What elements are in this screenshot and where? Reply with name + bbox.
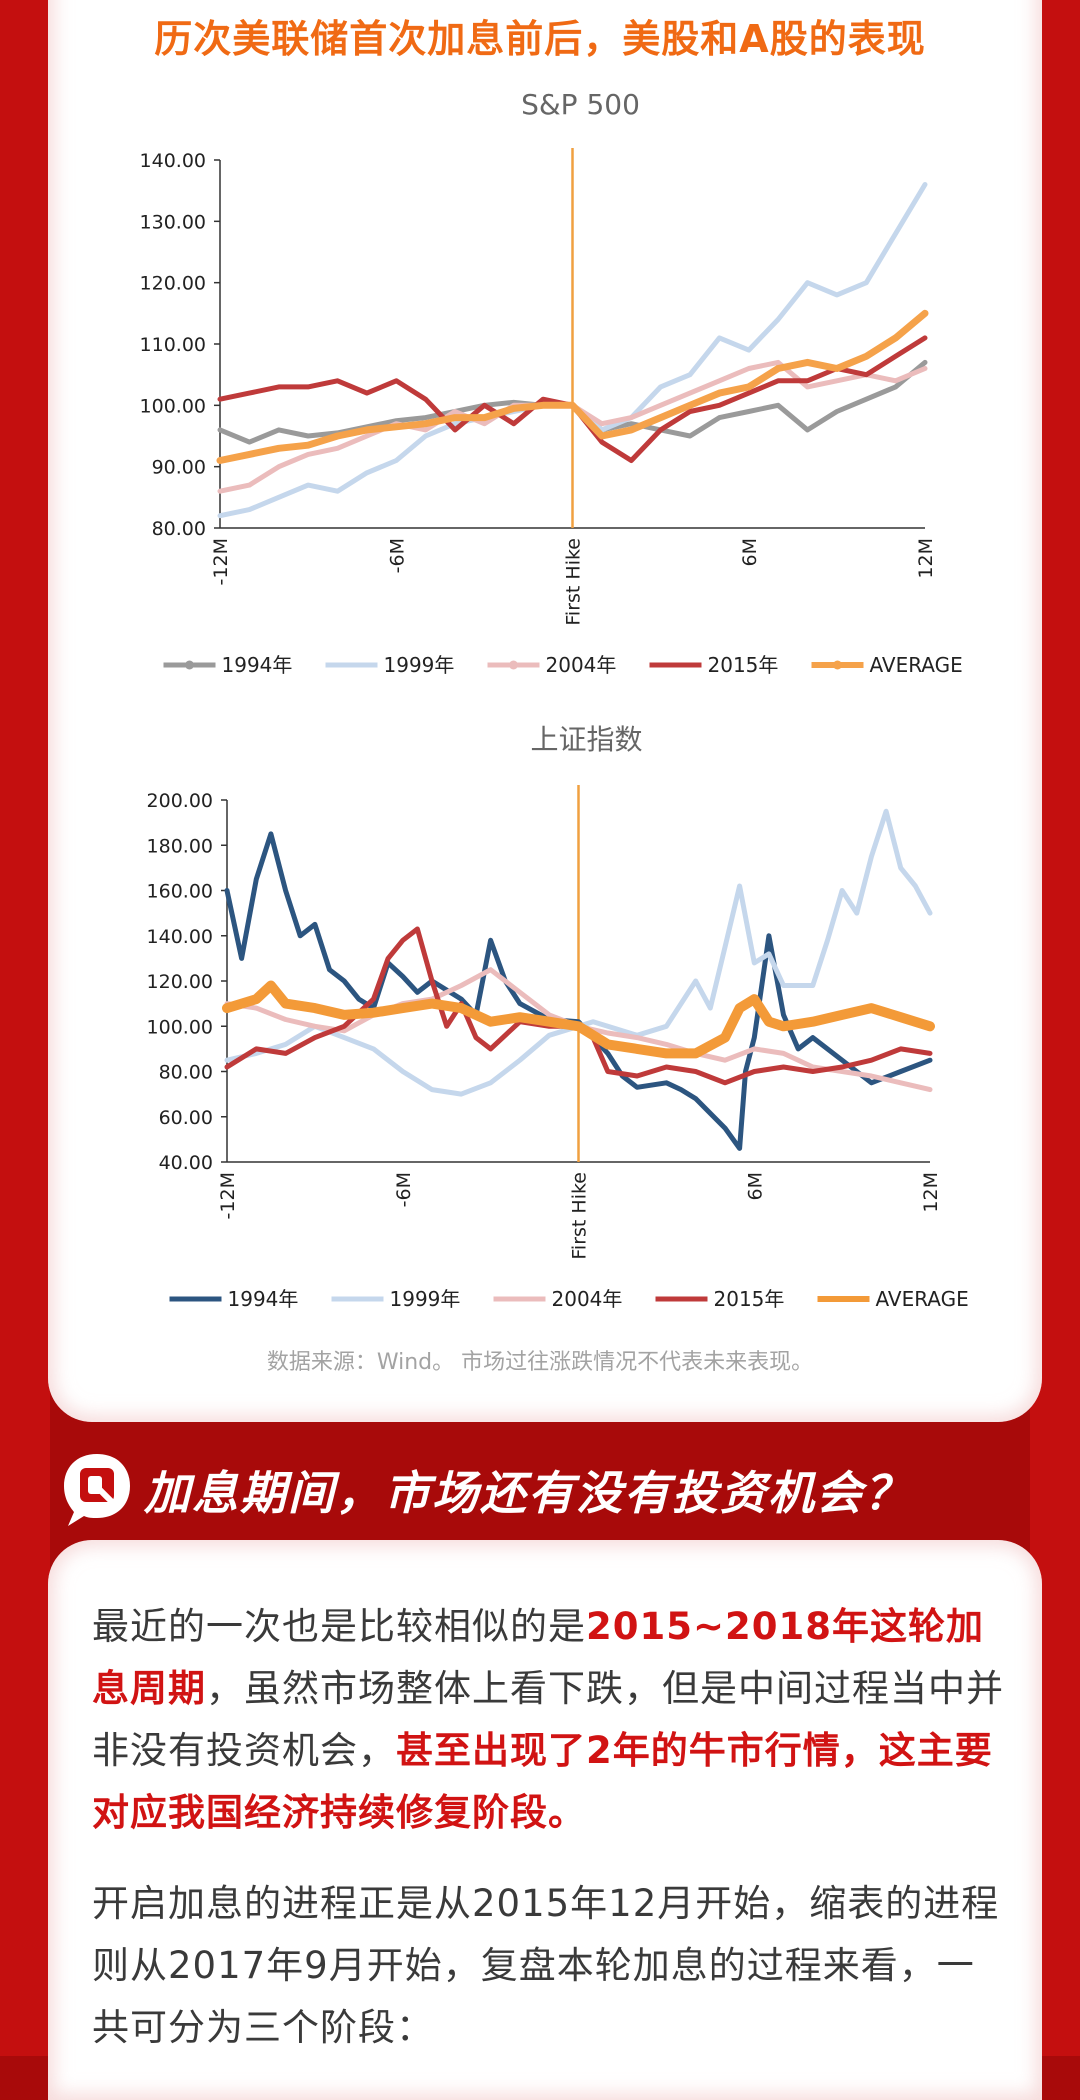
paragraph-2015-cycle: 最近的一次也是比较相似的是2015~2018年这轮加息周期，虽然市场整体上看下跌…	[92, 1596, 1010, 1844]
y-tick-label: 120.00	[140, 273, 206, 295]
x-tick-label: 12M	[915, 538, 937, 579]
series-line-1999年	[224, 808, 933, 1097]
legend-label: AVERAGE	[876, 1287, 969, 1311]
x-tick-label: -6M	[386, 538, 408, 573]
y-tick-label: 80.00	[152, 518, 206, 540]
highlight-text: 甚至出现了2年的牛市行情，这主要对应我国经济持续修复阶段。	[92, 1729, 993, 1834]
sse-chart: 上证指数 40.00 60.00 80.00 100.00 120.00 140.00 160…	[147, 723, 969, 1311]
x-tick-label: First Hike	[569, 1172, 591, 1260]
y-tick-label: 160.00	[147, 881, 213, 903]
chart-card	[48, 0, 1042, 1422]
legend-label: 2004年	[552, 1287, 623, 1311]
paragraph-stages: 开启加息的进程正是从2015年12月开始，缩表的进程则从2017年9月开始，复盘…	[92, 1882, 1000, 2049]
source-note: 数据来源：Wind。 市场过往涨跌情况不代表未来表现。	[266, 1350, 814, 1375]
x-tick-label: -6M	[393, 1172, 415, 1207]
legend-marker	[833, 660, 842, 670]
y-tick-label: 40.00	[159, 1152, 213, 1174]
sp500-chart: S&P 500 80.00 90.00 100.00 110.00 120.00 130.0…	[140, 88, 963, 677]
legend-label: 1994年	[222, 653, 293, 677]
text-card	[48, 1540, 1042, 2100]
series-line-AVERAGE	[222, 980, 935, 1059]
y-tick-label: 200.00	[147, 790, 213, 812]
y-tick-label: 100.00	[147, 1016, 213, 1038]
legend-label: 1999年	[390, 1287, 461, 1311]
legend-label: 2004年	[546, 653, 617, 677]
section-banner: 加息期间，市场还有没有投资机会？	[60, 1450, 1040, 1530]
speech-bubble-q-icon	[60, 1450, 134, 1530]
series-line-AVERAGE	[216, 309, 929, 464]
x-tick-label: -12M	[217, 1172, 239, 1219]
legend-label: 1999年	[384, 653, 455, 677]
x-tick-label: First Hike	[563, 538, 585, 626]
y-tick-label: 130.00	[140, 211, 206, 233]
y-tick-label: 120.00	[147, 971, 213, 993]
legend-label: AVERAGE	[870, 653, 963, 677]
legend-marker	[509, 660, 518, 670]
x-tick-label: 6M	[744, 1172, 766, 1200]
highlight-text: 2015~2018年这轮加息周期	[92, 1605, 984, 1710]
y-tick-label: 100.00	[140, 395, 206, 417]
x-tick-label: 12M	[920, 1172, 942, 1213]
legend-label: 1994年	[228, 1287, 299, 1311]
paragraph-text: ，虽然市场整体上看下跌，但是中间过程当中并非没有投资机会，	[92, 1667, 1004, 1772]
chart-title: S&P 500	[521, 88, 640, 121]
x-tick-label: 6M	[739, 538, 761, 566]
page-title: 历次美联储首次加息前后，美股和A股的表现	[154, 17, 926, 61]
left-border-stripe	[0, 0, 50, 2056]
y-tick-label: 90.00	[152, 457, 206, 479]
y-tick-label: 110.00	[140, 334, 206, 356]
y-tick-label: 140.00	[140, 150, 206, 172]
paragraph-text: 最近的一次也是比较相似的是	[92, 1605, 586, 1648]
legend-label: 2015年	[708, 653, 779, 677]
legend-label: 2015年	[714, 1287, 785, 1311]
y-tick-label: 140.00	[147, 926, 213, 948]
y-tick-label: 60.00	[159, 1107, 213, 1129]
legend-marker	[185, 660, 194, 670]
banner-title: 加息期间，市场还有没有投资机会？	[144, 1466, 912, 1520]
y-tick-label: 80.00	[159, 1062, 213, 1084]
x-tick-label: -12M	[210, 538, 232, 585]
y-tick-label: 180.00	[147, 835, 213, 857]
chart-title: 上证指数	[530, 723, 642, 756]
